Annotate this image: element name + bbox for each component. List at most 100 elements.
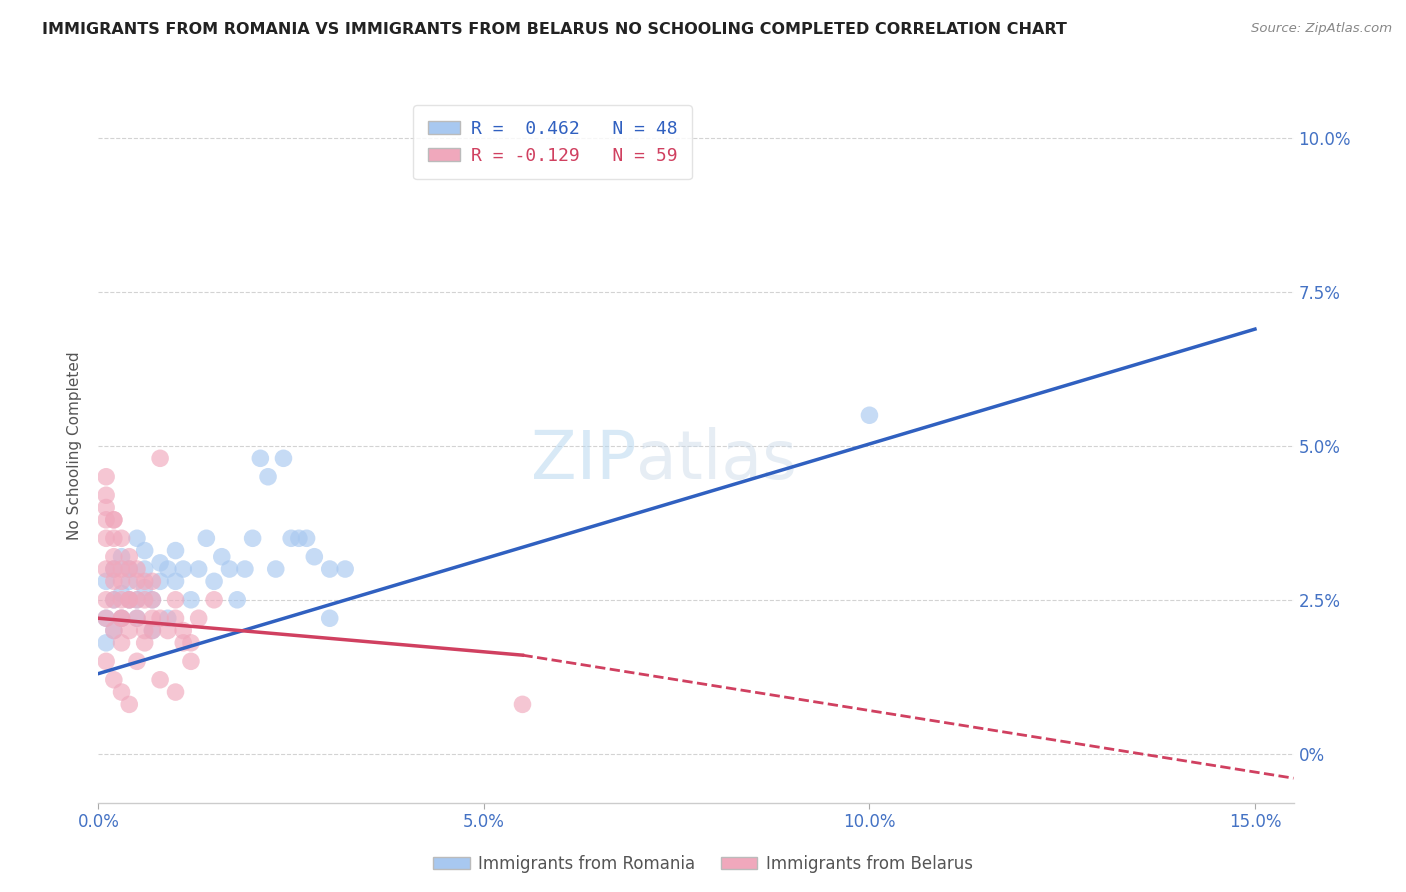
Point [94,592,117,607]
Text: atlas: atlas [637,427,797,493]
Point [172,562,194,576]
Point [103,673,125,687]
Point [125,611,148,625]
Point [110,587,132,601]
Point [110,611,132,625]
Point [288,531,311,545]
Point [333,562,356,576]
Point [110,531,132,545]
Point [118,624,141,638]
Point [295,531,318,545]
Point [103,562,125,576]
Point [125,592,148,607]
Point [94,574,117,589]
Point [202,592,225,607]
Point [187,562,209,576]
Point [118,562,141,576]
Point [94,469,117,483]
Point [118,592,141,607]
Point [125,562,148,576]
Point [149,556,172,570]
Text: IMMIGRANTS FROM ROMANIA VS IMMIGRANTS FROM BELARUS NO SCHOOLING COMPLETED CORREL: IMMIGRANTS FROM ROMANIA VS IMMIGRANTS FR… [42,22,1067,37]
Point [141,611,163,625]
Point [165,685,187,699]
Point [103,531,125,545]
Point [125,592,148,607]
Point [149,574,172,589]
Point [110,574,132,589]
Point [103,513,125,527]
Point [94,531,117,545]
Point [280,531,302,545]
Point [125,611,148,625]
Point [141,592,163,607]
Point [134,624,156,638]
Point [134,636,156,650]
Point [110,611,132,625]
Point [103,574,125,589]
Point [125,654,148,668]
Point [202,574,225,589]
Point [180,654,202,668]
Point [110,562,132,576]
Point [110,549,132,564]
Point [103,549,125,564]
Point [94,488,117,502]
Point [149,611,172,625]
Point [125,574,148,589]
Legend: Immigrants from Romania, Immigrants from Belarus: Immigrants from Romania, Immigrants from… [427,848,979,880]
Point [156,562,179,576]
Point [165,611,187,625]
Point [103,624,125,638]
Point [211,549,233,564]
Point [103,624,125,638]
Text: ZIP: ZIP [531,427,637,493]
Point [103,592,125,607]
Point [172,624,194,638]
Point [94,611,117,625]
Point [110,611,132,625]
Point [319,611,342,625]
Point [118,698,141,712]
Point [319,562,342,576]
Point [172,636,194,650]
Point [165,574,187,589]
Point [180,636,202,650]
Legend: R =  0.462   N = 48, R = -0.129   N = 59: R = 0.462 N = 48, R = -0.129 N = 59 [413,105,692,179]
Point [125,531,148,545]
Point [103,562,125,576]
Point [226,592,249,607]
Point [304,549,326,564]
Point [94,562,117,576]
Point [134,574,156,589]
Point [110,636,132,650]
Point [134,543,156,558]
Point [94,654,117,668]
Point [118,592,141,607]
Point [118,562,141,576]
Point [141,574,163,589]
Point [233,562,256,576]
Text: Source: ZipAtlas.com: Source: ZipAtlas.com [1251,22,1392,36]
Point [141,592,163,607]
Point [156,624,179,638]
Point [273,451,295,466]
Point [218,562,240,576]
Point [512,698,534,712]
Point [195,531,218,545]
Point [110,592,132,607]
Point [149,673,172,687]
Point [257,469,280,483]
Point [94,636,117,650]
Point [118,574,141,589]
Point [180,592,202,607]
Point [264,562,287,576]
Point [187,611,209,625]
Point [94,513,117,527]
Point [149,451,172,466]
Point [165,543,187,558]
Point [156,611,179,625]
Point [249,451,271,466]
Point [134,592,156,607]
Point [110,685,132,699]
